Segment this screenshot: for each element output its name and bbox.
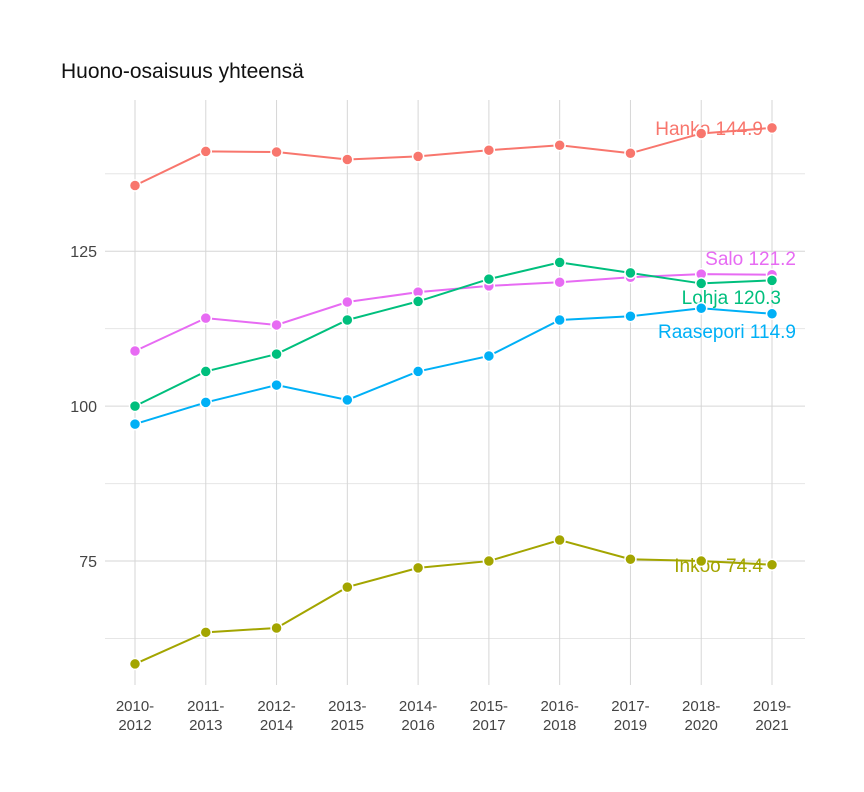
data-point-raasepori: [128, 417, 142, 431]
series-lines: [134, 126, 773, 665]
data-point-lohja: [199, 365, 213, 378]
x-tick-label: 2013-2015: [328, 698, 366, 734]
data-point-lohja: [482, 272, 496, 286]
series-label-lohja: Lohja 120.3: [682, 288, 781, 309]
data-point-raasepori: [482, 349, 496, 363]
data-point-lohja: [553, 256, 566, 269]
data-point-lohja: [765, 274, 779, 287]
series-labels: Hanko 144.9 Salo 121.2 Lohja 120.3 Raasepor…: [655, 119, 796, 577]
data-point-inkoo: [341, 580, 354, 594]
data-point-hanko: [765, 121, 779, 135]
data-point-lohja: [694, 277, 708, 290]
data-point-inkoo: [482, 554, 496, 568]
y-tick-label: 100: [70, 399, 97, 416]
x-tick-label: 2012-2014: [257, 698, 295, 734]
data-point-raasepori: [553, 313, 566, 327]
series-label-raasepori: Raasepori 114.9: [658, 322, 796, 343]
data-point-raasepori: [411, 365, 425, 378]
y-tick-label: 75: [79, 554, 97, 571]
data-point-hanko: [482, 143, 496, 157]
grid: [105, 100, 805, 685]
data-point-lohja: [270, 347, 283, 361]
data-point-hanko: [199, 145, 213, 158]
data-point-salo: [553, 275, 566, 289]
x-tick-label: 2010-2012: [116, 698, 154, 734]
data-point-raasepori: [694, 301, 708, 315]
data-point-hanko: [411, 150, 425, 163]
data-point-inkoo: [694, 554, 708, 568]
data-point-salo: [270, 318, 283, 332]
x-tick-label: 2019-2021: [753, 698, 791, 734]
series-line-salo: [134, 273, 773, 352]
data-point-hanko: [694, 127, 708, 140]
x-tick-label: 2018-2020: [682, 698, 720, 734]
series-line-lohja: [134, 261, 773, 408]
y-axis-ticks: 75 100 125: [70, 244, 97, 571]
data-point-inkoo: [199, 626, 213, 639]
series-line-inkoo: [134, 538, 773, 665]
chart-title: Huono-osaisuus yhteensä: [61, 60, 304, 83]
data-point-inkoo: [765, 558, 779, 572]
data-point-hanko: [341, 153, 354, 166]
data-point-raasepori: [199, 396, 213, 409]
x-tick-label: 2014-2016: [399, 698, 437, 734]
data-point-raasepori: [624, 310, 637, 323]
x-tick-label: 2017-2019: [611, 698, 649, 734]
data-point-inkoo: [553, 533, 566, 547]
data-point-hanko: [270, 145, 283, 159]
y-tick-label: 125: [70, 244, 97, 261]
data-point-inkoo: [270, 621, 283, 635]
series-line-hanko: [134, 126, 773, 187]
x-tick-label: 2015-2017: [470, 698, 508, 734]
x-axis-ticks: 2010-2012 2011-2013 2012-2014 2013-2015 2014…: [116, 698, 791, 734]
data-point-hanko: [624, 147, 637, 160]
data-point-lohja: [624, 266, 637, 280]
series-label-hanko: Hanko 144.9: [655, 119, 763, 140]
data-point-lohja: [341, 313, 354, 327]
series-points: [128, 121, 779, 671]
data-point-lohja: [411, 295, 425, 308]
data-point-inkoo: [128, 657, 142, 671]
data-point-hanko: [553, 138, 566, 152]
data-point-raasepori: [341, 393, 354, 407]
x-tick-label: 2011-2013: [187, 698, 224, 734]
data-point-inkoo: [411, 561, 425, 575]
x-tick-label: 2016-2018: [540, 698, 578, 734]
data-point-raasepori: [765, 307, 779, 321]
series-line-raasepori: [134, 307, 773, 426]
data-point-inkoo: [624, 552, 637, 566]
data-point-raasepori: [270, 378, 283, 392]
data-point-hanko: [128, 179, 142, 192]
data-point-salo: [128, 344, 142, 358]
data-point-lohja: [128, 399, 142, 413]
data-point-salo: [341, 295, 354, 309]
data-point-salo: [199, 311, 213, 325]
series-label-salo: Salo 121.2: [705, 249, 796, 270]
series-label-inkoo: Inkoo 74.4: [674, 556, 763, 577]
